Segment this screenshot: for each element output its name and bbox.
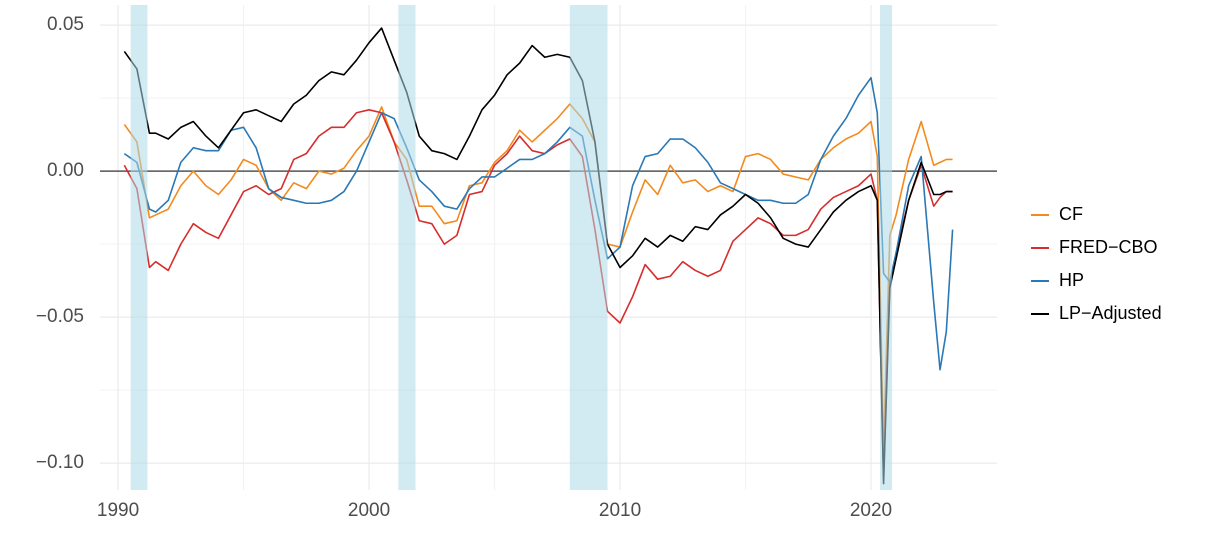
legend-label: CF <box>1059 204 1083 224</box>
recession-band <box>880 5 893 490</box>
recession-band <box>398 5 416 490</box>
x-tick-label: 2010 <box>599 500 641 521</box>
y-tick-label: 0.00 <box>47 160 84 181</box>
recession-band <box>569 5 608 490</box>
series-line <box>123 103 953 450</box>
series-line <box>123 109 953 479</box>
series-line <box>123 27 953 485</box>
series-line <box>123 76 954 371</box>
x-tick-label: 1990 <box>97 500 139 521</box>
y-tick-label: 0.05 <box>47 14 84 35</box>
x-tick-label: 2000 <box>348 500 390 521</box>
legend-label: HP <box>1059 270 1084 290</box>
legend-label: FRED−CBO <box>1059 237 1158 257</box>
x-tick-label: 2020 <box>850 500 892 521</box>
recession-band <box>130 5 148 490</box>
legend-label: LP−Adjusted <box>1059 303 1162 323</box>
y-tick-label: −0.05 <box>36 306 84 327</box>
y-tick-label: −0.10 <box>36 452 84 473</box>
